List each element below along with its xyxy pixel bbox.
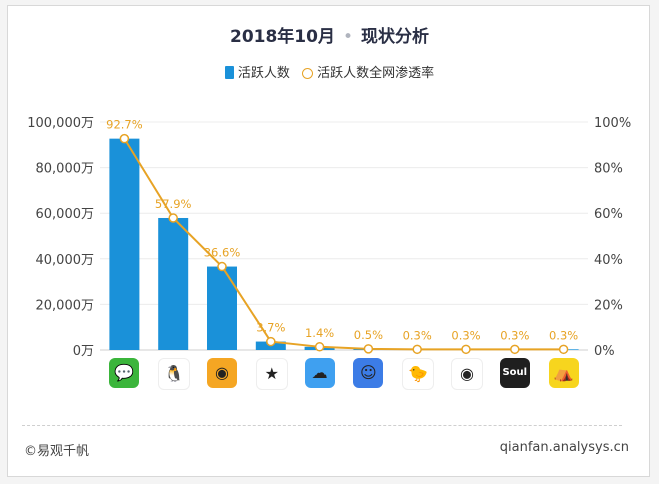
y-left-tick-label: 60,000万 <box>36 207 95 222</box>
chart-title: 2018年10月 • 现状分析 <box>0 22 659 47</box>
site-label: qianfan.analysys.cn <box>499 440 629 455</box>
data-label: 0.3% <box>403 328 432 342</box>
qq-icon: 🐧 <box>158 358 191 390</box>
tieba-icon: ☺ <box>353 358 384 388</box>
data-label: 0.5% <box>354 328 383 342</box>
line-point <box>510 344 520 355</box>
y-right-tick-label: 0% <box>594 344 615 359</box>
legend-item-line: 活跃人数全网渗透率 <box>302 62 434 81</box>
legend-item-bar: 活跃人数 <box>224 62 290 81</box>
line-point <box>217 261 227 272</box>
line-point <box>119 133 130 144</box>
wechat-icon: 💬 <box>109 358 140 388</box>
footer-divider <box>22 425 622 426</box>
soul-icon: Soul <box>499 358 530 388</box>
data-label: 0.3% <box>500 328 529 342</box>
data-label: 3.7% <box>256 321 285 335</box>
y-left-tick-label: 80,000万 <box>36 162 95 177</box>
data-label: 1.4% <box>305 326 334 340</box>
source-label: ©易观千帆 <box>24 444 90 459</box>
y-right-tick-label: 80% <box>594 162 623 177</box>
y-right-tick-label: 100% <box>594 116 631 131</box>
y-right-tick-label: 60% <box>594 207 623 222</box>
data-label: 0.3% <box>451 328 480 342</box>
y-left-tick-label: 100,000万 <box>27 116 94 131</box>
line-point <box>461 344 471 355</box>
bar <box>158 217 189 350</box>
line-point <box>314 342 325 352</box>
line-point <box>266 336 276 347</box>
line-point <box>363 344 374 354</box>
chart-legend: 活跃人数 活跃人数全网渗透率 <box>0 62 659 81</box>
legend-bar-label: 活跃人数 <box>237 66 290 81</box>
data-label: 0.3% <box>549 328 578 342</box>
bar <box>207 266 237 350</box>
title-sub: 现状分析 <box>361 27 429 47</box>
y-left-tick-label: 40,000万 <box>36 253 95 268</box>
line-point <box>412 344 422 355</box>
legend-line-swatch <box>302 68 314 79</box>
title-separator: • <box>342 27 353 47</box>
weibo-lite-icon: ◉ <box>451 358 483 390</box>
y-left-tick-label: 0万 <box>73 344 94 359</box>
title-main: 2018年10月 <box>229 27 335 47</box>
qzone-icon: ★ <box>255 358 288 390</box>
legend-bar-swatch <box>224 66 234 79</box>
qq-mini-icon: 🐤 <box>402 358 435 390</box>
data-label: 36.6% <box>204 246 241 260</box>
line-point <box>168 213 178 223</box>
y-right-tick-label: 40% <box>594 253 623 268</box>
data-label: 57.9% <box>155 197 192 211</box>
y-left-tick-label: 20,000万 <box>36 298 95 313</box>
data-label: 92.7% <box>106 118 143 132</box>
tent-icon: ⛺ <box>548 358 579 388</box>
weibo-icon: ◉ <box>207 358 237 388</box>
y-right-tick-label: 20% <box>594 298 623 313</box>
momo-icon: ☁ <box>304 358 335 388</box>
line-point <box>558 344 569 355</box>
legend-line-label: 活跃人数全网渗透率 <box>317 66 435 81</box>
series-line <box>123 138 564 351</box>
bar <box>109 138 140 350</box>
